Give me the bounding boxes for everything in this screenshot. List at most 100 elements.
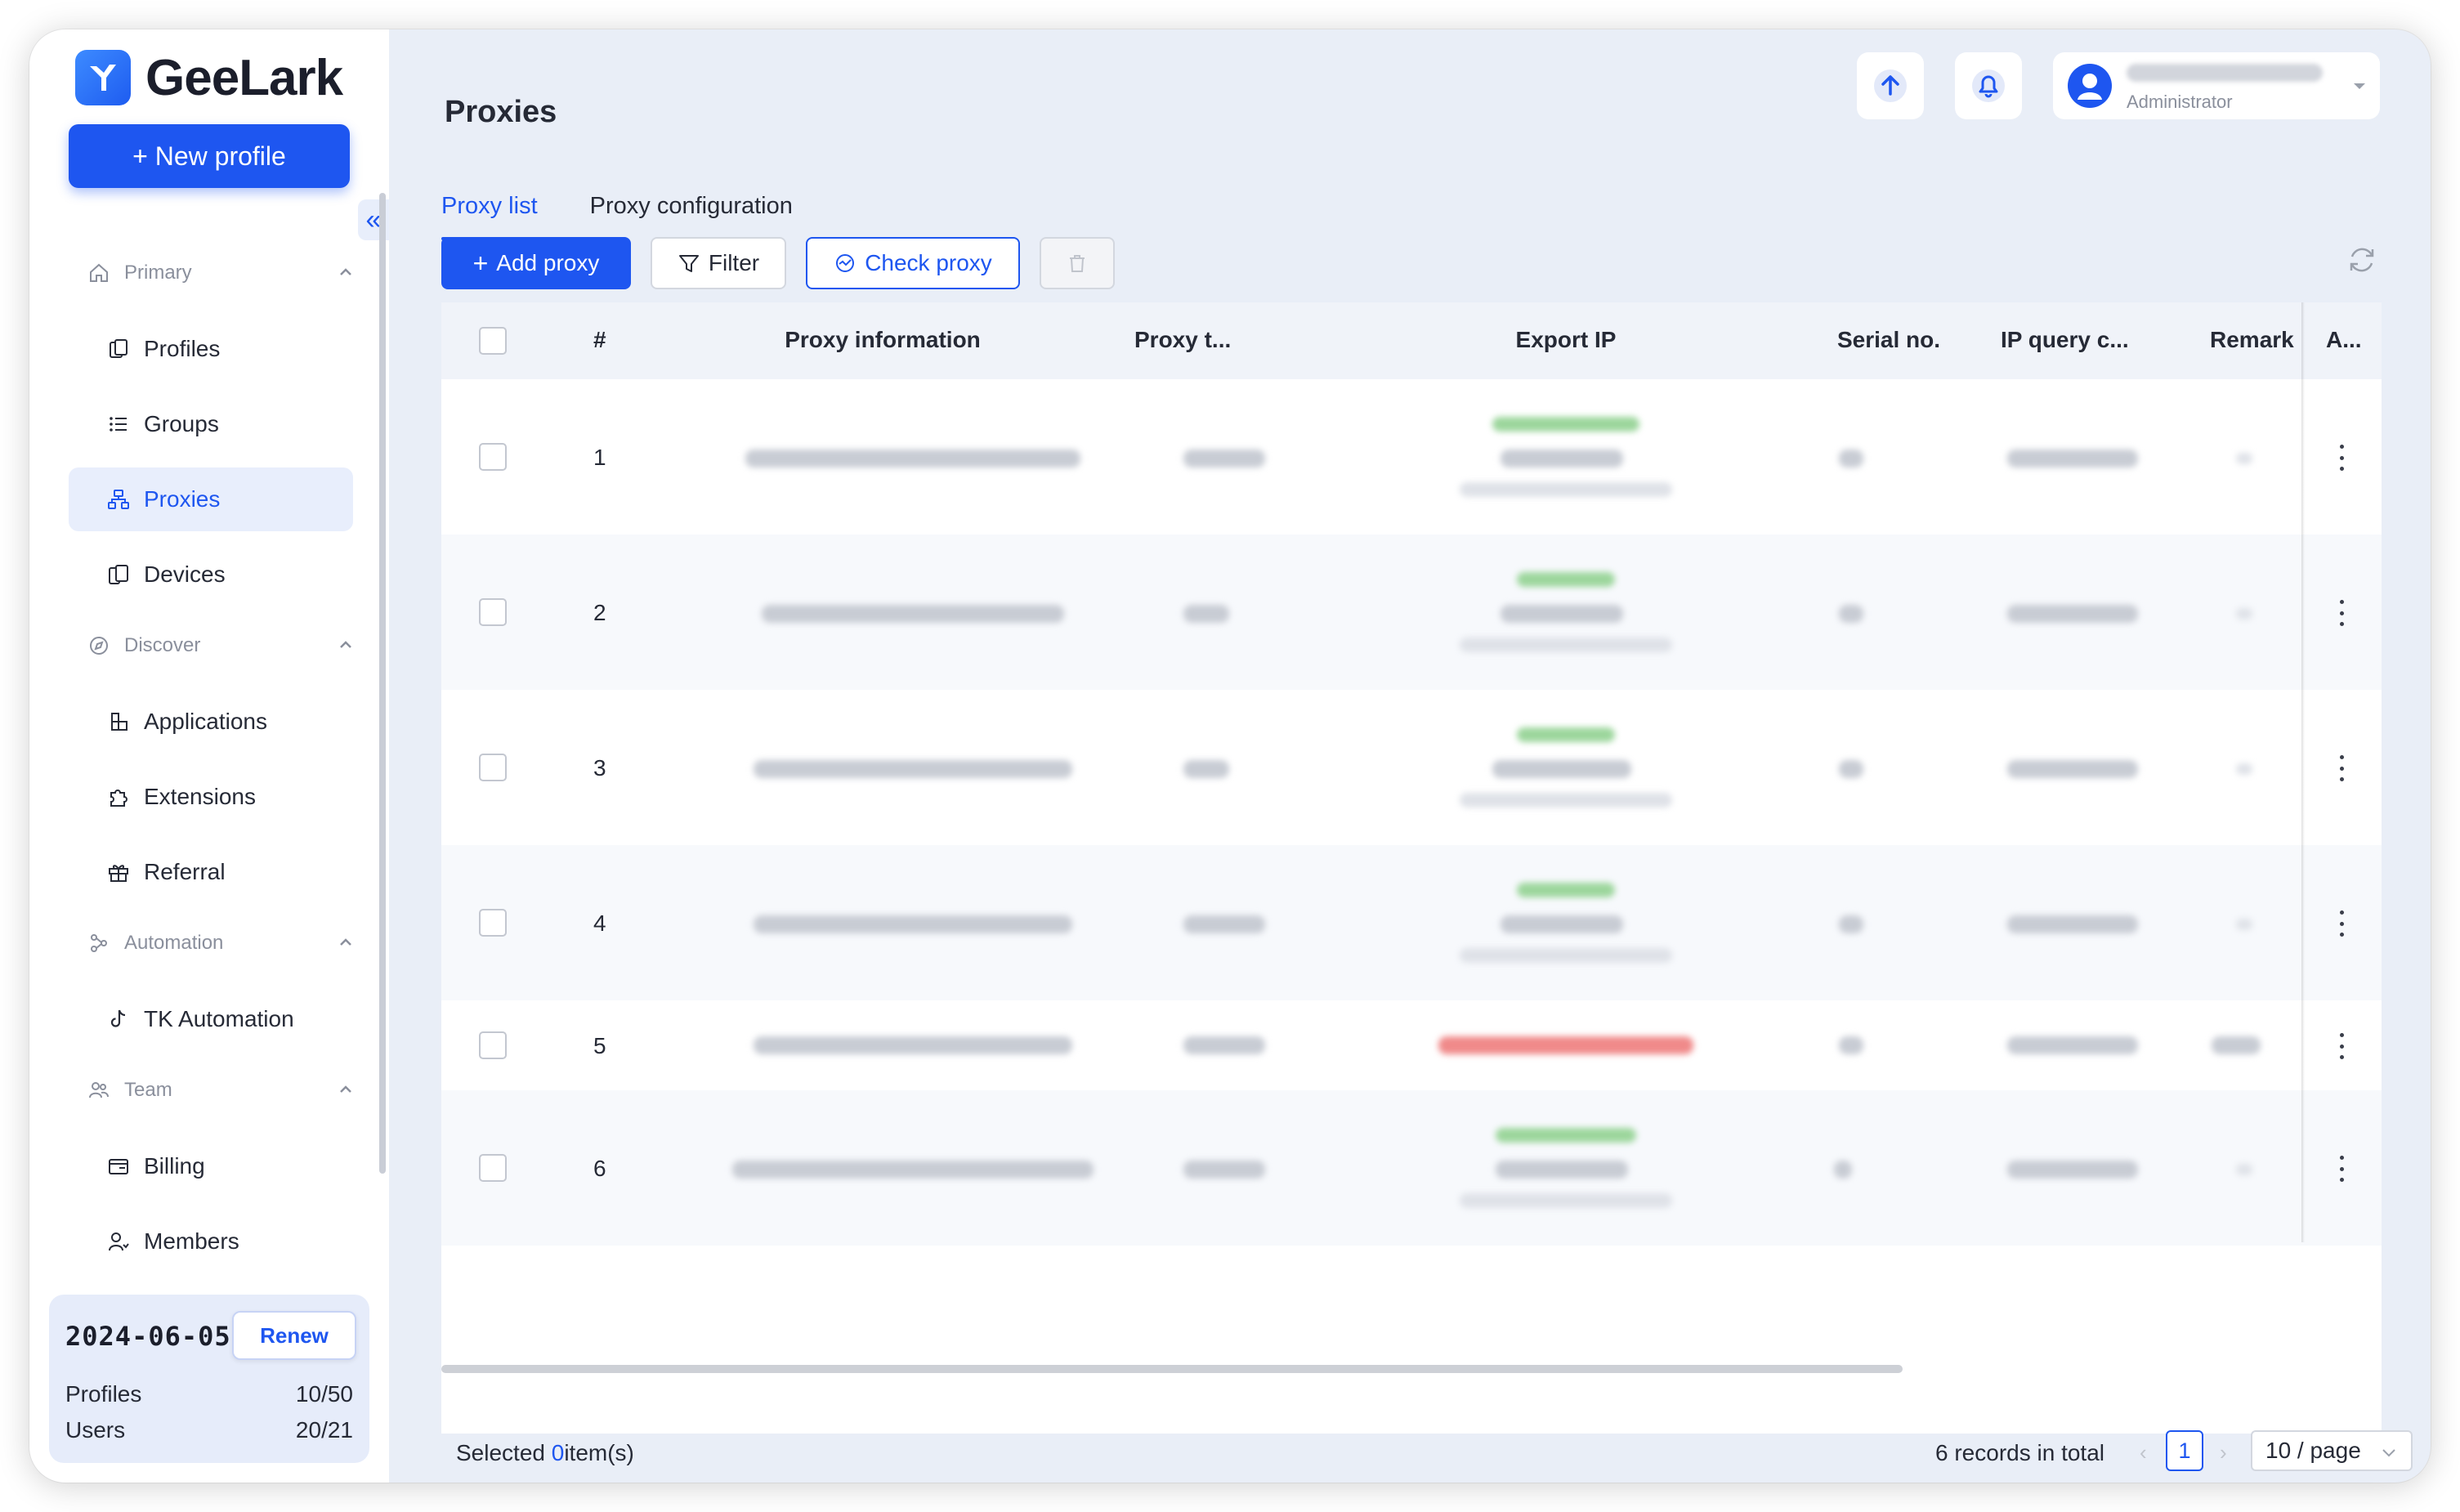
sidebar-item-devices[interactable]: Devices	[69, 543, 353, 606]
tab-proxy-list[interactable]: Proxy list	[441, 181, 538, 240]
column-header[interactable]: Proxy t...	[1134, 327, 1232, 352]
selected-count: 0	[551, 1440, 565, 1465]
check-proxy-button[interactable]: Check proxy	[806, 237, 1020, 289]
table-row[interactable]: 5	[441, 1000, 2382, 1090]
more-actions-icon[interactable]	[2337, 910, 2346, 937]
sidebar-item-groups[interactable]: Groups	[69, 392, 353, 456]
chevron-up-icon[interactable]	[335, 634, 356, 655]
table-row[interactable]: 6	[441, 1090, 2382, 1246]
renew-button[interactable]: Renew	[232, 1311, 356, 1360]
tab-bar: Proxy list Proxy configuration	[441, 181, 793, 240]
add-proxy-button[interactable]: + Add proxy	[441, 237, 631, 289]
sidebar-item-billing[interactable]: Billing	[69, 1134, 353, 1198]
remark-redacted	[2236, 919, 2252, 930]
sidebar-item-label: Members	[144, 1228, 239, 1254]
remark-redacted	[2236, 763, 2252, 775]
proxy-type-redacted	[1183, 915, 1265, 933]
more-actions-icon[interactable]	[2337, 1033, 2346, 1059]
section-automation[interactable]: Automation	[87, 927, 356, 960]
section-label: Primary	[124, 262, 192, 284]
section-label: Discover	[124, 634, 201, 656]
sidebar-item-extensions[interactable]: Extensions	[69, 765, 353, 829]
sidebar-scrollbar[interactable]	[379, 193, 386, 1174]
refresh-icon[interactable]	[2346, 244, 2378, 276]
list-icon	[106, 412, 131, 436]
filter-icon	[678, 255, 699, 272]
more-actions-icon[interactable]	[2337, 445, 2346, 471]
page-size-select[interactable]: 10 / page	[2251, 1430, 2413, 1471]
export-status-redacted	[1517, 727, 1615, 742]
column-header[interactable]: A...	[2326, 327, 2362, 352]
caret-down-icon[interactable]	[2350, 77, 2368, 95]
section-discover[interactable]: Discover	[87, 629, 356, 662]
plan-users-row: Users 20/21	[65, 1417, 353, 1443]
prev-page-icon[interactable]: ‹	[2140, 1440, 2147, 1465]
next-page-icon[interactable]: ›	[2220, 1440, 2227, 1465]
section-label: Automation	[124, 932, 224, 954]
horizontal-scrollbar[interactable]	[441, 1365, 1903, 1373]
sidebar-item-proxies[interactable]: Proxies	[69, 467, 353, 531]
column-header[interactable]: Remark	[2210, 327, 2294, 352]
select-all-checkbox[interactable]	[479, 327, 507, 355]
sidebar-item-tk-automation[interactable]: TK Automation	[69, 987, 353, 1051]
chevron-up-icon[interactable]	[335, 1079, 356, 1100]
new-profile-button[interactable]: + New profile	[69, 124, 350, 188]
column-header[interactable]: IP query c...	[2001, 327, 2129, 352]
sidebar-item-members[interactable]: Members	[69, 1210, 353, 1273]
sidebar-item-profiles[interactable]: Profiles	[69, 317, 353, 381]
row-checkbox[interactable]	[479, 909, 507, 937]
compass-icon	[87, 633, 111, 658]
ip-query-redacted	[2007, 760, 2138, 778]
row-index: 5	[593, 1033, 606, 1058]
delete-button[interactable]	[1040, 237, 1115, 289]
page-button-current[interactable]: 1	[2166, 1430, 2203, 1471]
column-header[interactable]: Serial no.	[1837, 327, 1941, 352]
notifications-button[interactable]	[1955, 52, 2022, 119]
column-header[interactable]: Proxy information	[785, 327, 981, 352]
chevron-up-icon[interactable]	[335, 262, 356, 283]
export-error-redacted	[1438, 1036, 1693, 1054]
export-status-redacted	[1517, 883, 1615, 897]
section-label: Team	[124, 1079, 172, 1101]
table-row[interactable]: 2	[441, 535, 2382, 690]
sidebar-item-label: Devices	[144, 561, 226, 587]
export-location-redacted	[1460, 637, 1672, 652]
table-header: # Proxy information Proxy t... Export IP…	[441, 302, 2382, 379]
row-checkbox[interactable]	[479, 443, 507, 471]
page-title: Proxies	[445, 95, 557, 129]
row-checkbox[interactable]	[479, 1154, 507, 1182]
chevron-up-icon[interactable]	[335, 932, 356, 953]
serial-no-redacted	[1839, 760, 1863, 778]
proxy-info-redacted	[745, 450, 1080, 467]
upload-button[interactable]	[1857, 52, 1924, 119]
sidebar-item-referral[interactable]: Referral	[69, 840, 353, 904]
table-row[interactable]: 3	[441, 690, 2382, 845]
export-status-redacted	[1496, 1128, 1636, 1143]
table-row[interactable]: 1	[441, 379, 2382, 535]
section-primary[interactable]: Primary	[87, 257, 356, 289]
tab-proxy-configuration[interactable]: Proxy configuration	[589, 193, 793, 219]
section-team[interactable]: Team	[87, 1074, 356, 1107]
sidebar-item-applications[interactable]: Applications	[69, 690, 353, 754]
user-menu[interactable]: Administrator	[2053, 52, 2380, 119]
row-checkbox[interactable]	[479, 598, 507, 626]
more-actions-icon[interactable]	[2337, 600, 2346, 626]
sidebar-item-label: Extensions	[144, 784, 256, 809]
table-row[interactable]: 4	[441, 845, 2382, 1000]
check-proxy-label: Check proxy	[865, 250, 992, 275]
serial-no-redacted	[1834, 1161, 1852, 1179]
home-icon	[87, 261, 111, 285]
export-ip-redacted	[1496, 1161, 1628, 1179]
upload-icon	[1874, 69, 1907, 102]
devices-icon	[106, 562, 131, 587]
plan-card: 2024-06-05 Renew Profiles 10/50 Users 20…	[49, 1295, 369, 1463]
more-actions-icon[interactable]	[2337, 1156, 2346, 1182]
proxy-info-redacted	[754, 915, 1072, 933]
column-header[interactable]: Export IP	[1515, 327, 1617, 352]
row-checkbox[interactable]	[479, 754, 507, 781]
filter-button[interactable]: Filter	[651, 237, 786, 289]
plan-users-value: 20/21	[295, 1417, 353, 1443]
row-checkbox[interactable]	[479, 1031, 507, 1059]
more-actions-icon[interactable]	[2337, 755, 2346, 781]
sidebar-item-label: Billing	[144, 1153, 205, 1179]
